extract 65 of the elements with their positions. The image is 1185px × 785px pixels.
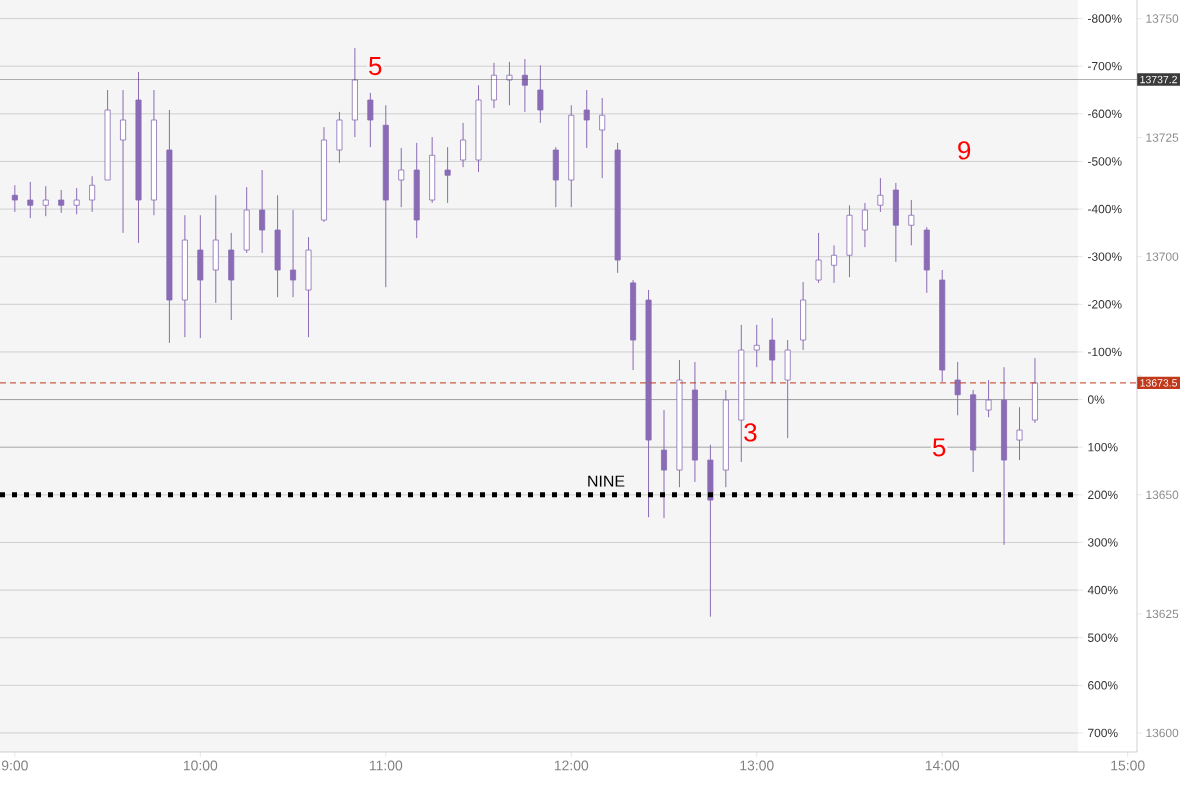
y2-tick-label: 200%: [1088, 490, 1118, 500]
y2-tick-label: 100%: [1088, 442, 1118, 452]
annotation: 9: [958, 141, 971, 160]
y2-tick-label: 300%: [1087, 538, 1118, 547]
x-tick-label: 15:00: [1111, 760, 1145, 771]
y2-tick-label: -500%: [1088, 157, 1122, 166]
candlestick: [506, 61, 513, 106]
candlestick: [753, 324, 760, 368]
candlestick: [831, 244, 838, 284]
y2-tick-label: 0%: [1087, 395, 1105, 404]
candlestick: [521, 58, 528, 113]
y2-tick-label: -200%: [1088, 300, 1122, 309]
y2-tick-label: 600%: [1088, 681, 1118, 690]
y2-tick-label: -400%: [1088, 204, 1122, 214]
candlestick: [583, 89, 590, 149]
annotation: 5: [369, 57, 382, 76]
x-tick-label: 13:00: [740, 760, 774, 771]
candlestick: [460, 122, 467, 168]
annotation: 3: [744, 423, 757, 442]
y2-tick-label: -700%: [1088, 61, 1122, 71]
y2-tick-label: 700%: [1088, 728, 1118, 738]
candlestick: [985, 379, 992, 418]
candlestick: [815, 232, 822, 284]
candlestick: [861, 202, 868, 248]
candlestick: [1016, 406, 1023, 461]
candlestick: [42, 185, 49, 217]
ref-line-label: 13737.2: [1140, 75, 1177, 84]
candlestick: [398, 147, 405, 208]
x-tick-label: 14:00: [925, 760, 960, 771]
candlestick: [27, 181, 34, 219]
y-tick-label: 13700: [1146, 252, 1179, 261]
candlestick: [290, 209, 297, 298]
y-tick-label: 13650: [1146, 490, 1179, 500]
candlestick: [11, 184, 18, 213]
y2-tick-label: 400%: [1087, 585, 1118, 595]
annotation: 5: [932, 438, 946, 457]
y2-tick-label: 500%: [1087, 633, 1118, 642]
y2-tick-label: -100%: [1088, 347, 1122, 357]
y2-tick-label: -800%: [1088, 14, 1122, 23]
y-tick-label: 13625: [1146, 609, 1179, 619]
candlestick: [444, 146, 451, 204]
candlestick: [259, 169, 266, 254]
candlestick: [89, 175, 96, 213]
candlestick: [954, 361, 961, 416]
ref-line-label: 13673.5: [1140, 379, 1178, 387]
candlestick: [537, 64, 544, 124]
y2-tick-label: -600%: [1088, 109, 1122, 119]
x-tick-label: 12:00: [554, 760, 589, 771]
candlestick: [877, 177, 884, 213]
y-tick-label: 13600: [1146, 728, 1179, 738]
candlestick: [908, 199, 915, 246]
x-tick-label: 10:00: [183, 760, 218, 771]
candlestick: [73, 187, 80, 215]
y-tick-label: 13725: [1146, 133, 1179, 142]
candlestick: [661, 409, 667, 519]
candlestick: [367, 92, 374, 148]
candlestick: [599, 97, 606, 179]
y2-tick-label: -300%: [1088, 252, 1122, 261]
candlestick: [58, 189, 65, 214]
candlestick: [120, 89, 127, 234]
y-tick-label: 13750: [1146, 14, 1179, 23]
x-tick-label: 9:00: [1, 760, 28, 771]
x-tick-label: 11:00: [369, 760, 403, 771]
ref-line-label: NINE: [588, 475, 625, 487]
candlestick: [769, 317, 776, 384]
